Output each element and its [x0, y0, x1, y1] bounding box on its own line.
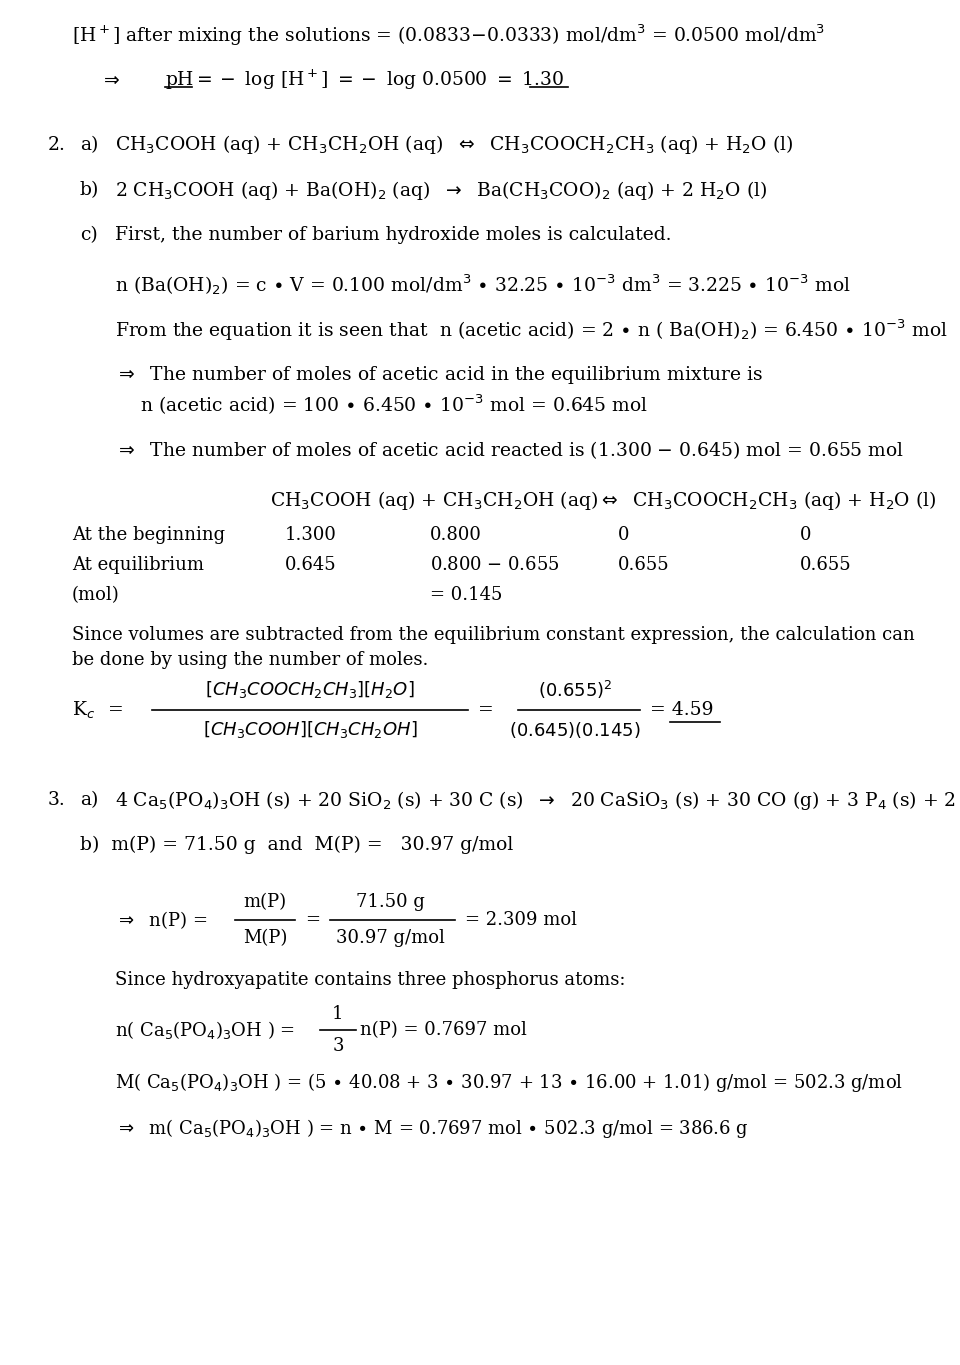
Text: be done by using the number of moles.: be done by using the number of moles. [72, 651, 428, 669]
Text: = 2.309 mol: = 2.309 mol [465, 910, 577, 930]
Text: m(P): m(P) [244, 893, 287, 910]
Text: At equilibrium: At equilibrium [72, 556, 204, 575]
Text: 2.: 2. [48, 136, 66, 154]
Text: n(P) = 0.7697 mol: n(P) = 0.7697 mol [360, 1021, 527, 1039]
Text: 0: 0 [618, 526, 630, 545]
Text: 0.645: 0.645 [285, 556, 337, 575]
Text: $(0.645)(0.145)$: $(0.645)(0.145)$ [509, 719, 640, 740]
Text: 0.800: 0.800 [430, 526, 482, 545]
Text: a): a) [80, 136, 98, 154]
Text: CH$_3$COOH (aq) + CH$_3$CH$_2$OH (aq)  $\Leftrightarrow$  CH$_3$COOCH$_2$CH$_3$ : CH$_3$COOH (aq) + CH$_3$CH$_2$OH (aq) $\… [115, 134, 793, 157]
Text: Since hydroxyapatite contains three phosphorus atoms:: Since hydroxyapatite contains three phos… [115, 971, 626, 990]
Text: $= -$ log [H$^+$] $= -$ log 0.0500 $=$ 1.30: $= -$ log [H$^+$] $= -$ log 0.0500 $=$ 1… [193, 68, 564, 91]
Text: $\Rightarrow$  The number of moles of acetic acid reacted is (1.300 $-$ 0.645) m: $\Rightarrow$ The number of moles of ace… [115, 440, 904, 461]
Text: First, the number of barium hydroxide moles is calculated.: First, the number of barium hydroxide mo… [115, 227, 671, 244]
Text: 3.: 3. [48, 790, 65, 809]
Text: = 0.145: = 0.145 [430, 586, 502, 603]
Text: From the equation it is seen that  n (acetic acid) = 2 $\bullet$ n ( Ba(OH)$_2$): From the equation it is seen that n (ace… [115, 317, 948, 343]
Text: $[CH_3COOH][CH_3CH_2OH]$: $[CH_3COOH][CH_3CH_2OH]$ [203, 719, 418, 740]
Text: 30.97 g/mol: 30.97 g/mol [336, 930, 444, 947]
Text: n (Ba(OH)$_2$) = c $\bullet$ V = 0.100 mol/dm$^3$ $\bullet$ 32.25 $\bullet$ 10$^: n (Ba(OH)$_2$) = c $\bullet$ V = 0.100 m… [115, 273, 851, 298]
Text: b): b) [80, 182, 100, 199]
Text: CH$_3$COOH (aq) + CH$_3$CH$_2$OH (aq)$\Leftrightarrow$  CH$_3$COOCH$_2$CH$_3$ (a: CH$_3$COOH (aq) + CH$_3$CH$_2$OH (aq)$\L… [270, 489, 936, 512]
Text: K$_c$: K$_c$ [72, 699, 95, 721]
Text: $\Rightarrow$  The number of moles of acetic acid in the equilibrium mixture is: $\Rightarrow$ The number of moles of ace… [115, 364, 763, 386]
Text: a): a) [80, 790, 98, 809]
Text: =: = [478, 702, 493, 719]
Text: 4 Ca$_5$(PO$_4$)$_3$OH (s) + 20 SiO$_2$ (s) + 30 C (s)  $\rightarrow$  20 CaSiO$: 4 Ca$_5$(PO$_4$)$_3$OH (s) + 20 SiO$_2$ … [115, 789, 960, 812]
Text: =: = [108, 702, 124, 719]
Text: (mol): (mol) [72, 586, 120, 603]
Text: 3: 3 [332, 1037, 344, 1055]
Text: $\Rightarrow$  m( Ca$_5$(PO$_4$)$_3$OH ) = n $\bullet$ M = 0.7697 mol $\bullet$ : $\Rightarrow$ m( Ca$_5$(PO$_4$)$_3$OH ) … [115, 1117, 749, 1140]
Text: b)  m(P) = 71.50 g  and  M(P) =   30.97 g/mol: b) m(P) = 71.50 g and M(P) = 30.97 g/mol [80, 835, 514, 854]
Text: 2 CH$_3$COOH (aq) + Ba(OH)$_2$ (aq)  $\rightarrow$  Ba(CH$_3$COO)$_2$ (aq) + 2 H: 2 CH$_3$COOH (aq) + Ba(OH)$_2$ (aq) $\ri… [115, 179, 767, 202]
Text: $\Rightarrow$  n(P) =: $\Rightarrow$ n(P) = [115, 909, 207, 931]
Text: $(0.655)^2$: $(0.655)^2$ [538, 678, 612, 702]
Text: M( Ca$_5$(PO$_4$)$_3$OH ) = (5 $\bullet$ 40.08 + 3 $\bullet$ 30.97 + 13 $\bullet: M( Ca$_5$(PO$_4$)$_3$OH ) = (5 $\bullet$… [115, 1072, 903, 1095]
Text: 0.800 $-$ 0.655: 0.800 $-$ 0.655 [430, 556, 560, 575]
Text: n( Ca$_5$(PO$_4$)$_3$OH ) =: n( Ca$_5$(PO$_4$)$_3$OH ) = [115, 1020, 295, 1041]
Text: pH: pH [165, 71, 193, 89]
Text: [H$^+$] after mixing the solutions = (0.0833$-$0.0333) mol/dm$^3$ = 0.0500 mol/d: [H$^+$] after mixing the solutions = (0.… [72, 22, 826, 48]
Text: c): c) [80, 227, 98, 244]
Text: n (acetic acid) = 100 $\bullet$ 6.450 $\bullet$ 10$^{-3}$ mol = 0.645 mol: n (acetic acid) = 100 $\bullet$ 6.450 $\… [140, 393, 648, 418]
Text: =: = [305, 910, 320, 930]
Text: At the beginning: At the beginning [72, 526, 226, 545]
Text: Since volumes are subtracted from the equilibrium constant expression, the calcu: Since volumes are subtracted from the eq… [72, 627, 915, 644]
Text: 71.50 g: 71.50 g [355, 893, 424, 910]
Text: 0.655: 0.655 [618, 556, 670, 575]
Text: M(P): M(P) [243, 930, 287, 947]
Text: = 4.59: = 4.59 [650, 702, 713, 719]
Text: 0.655: 0.655 [800, 556, 852, 575]
Text: 1: 1 [332, 1005, 344, 1022]
Text: 0: 0 [800, 526, 811, 545]
Text: $\Rightarrow$: $\Rightarrow$ [100, 71, 120, 89]
Text: $[CH_3COOCH_2CH_3][H_2O]$: $[CH_3COOCH_2CH_3][H_2O]$ [205, 680, 415, 700]
Text: 1.300: 1.300 [285, 526, 337, 545]
